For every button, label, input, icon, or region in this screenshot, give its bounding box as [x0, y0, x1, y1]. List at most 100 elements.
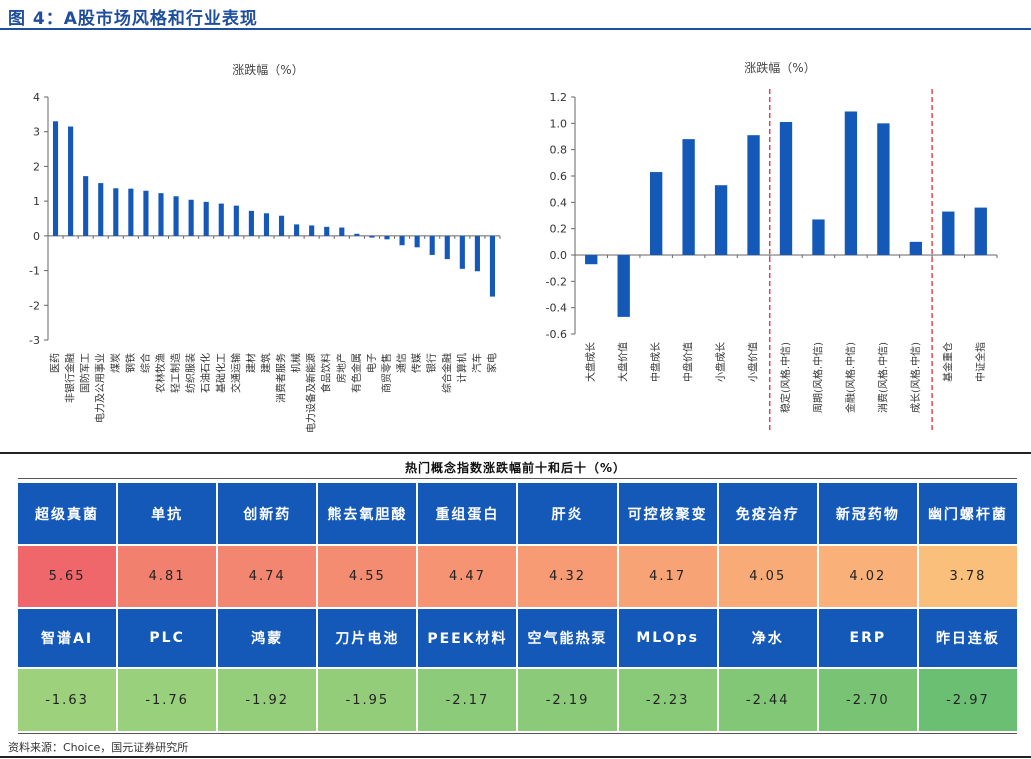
category-label: 基金重仓	[941, 342, 954, 382]
title-rule	[0, 28, 1031, 30]
bar	[98, 183, 104, 236]
category-label: 机械	[290, 353, 303, 373]
category-label: 汽车	[470, 353, 483, 373]
category-label: 传媒	[411, 353, 423, 373]
category-label: 商贸零售	[380, 353, 393, 393]
concept-value-cell: 4.02	[818, 546, 917, 607]
concept-name-cell: 免疫治疗	[718, 483, 817, 544]
category-label: 电力设备及新能源	[305, 353, 318, 433]
bar	[278, 215, 285, 236]
concept-table: 超级真菌 单抗 创新药 熊去氧胆酸 重组蛋白 肝炎 可控核聚变 免疫治疗 新冠药物 幽门螺杆菌 5.…	[18, 483, 1017, 731]
bar	[128, 188, 134, 236]
bar	[384, 235, 390, 240]
category-label: 基础化工	[214, 353, 227, 393]
category-label: 稳定(风格.中信)	[779, 342, 792, 413]
bar	[324, 226, 330, 236]
category-label: 煤炭	[109, 353, 122, 373]
concept-value-cell: 4.47	[418, 546, 517, 607]
bar	[414, 235, 420, 248]
concept-value-cell: 4.81	[118, 546, 217, 607]
category-label: 小盘价值	[747, 342, 760, 382]
table-top-rule	[18, 478, 1017, 479]
bar	[399, 235, 405, 246]
bar	[354, 233, 360, 236]
bar	[188, 199, 194, 236]
bar	[585, 255, 598, 265]
category-label: 交通运输	[229, 353, 242, 393]
category-label: 中盘价值	[682, 342, 695, 382]
section-divider	[0, 452, 1031, 454]
bar	[68, 126, 74, 236]
industry-bar-chart: 涨跌幅（%）-3-2-101234医药 非银行金融 国防军工 电力及公用事业 煤炭 钢铁综…	[29, 62, 501, 433]
chart-title: 涨跌幅（%）	[232, 62, 303, 77]
concept-name-cell: 超级真菌	[18, 483, 117, 544]
figure-title: 图 4：A股市场风格和行业表现	[8, 9, 258, 29]
concept-value-cell: -2.70	[818, 669, 917, 731]
concept-name-cell: 单抗	[118, 483, 217, 544]
concept-name-cell: PEEK材料	[418, 609, 517, 667]
category-label: 轻工制造	[169, 353, 182, 393]
concept-name-cell: 刀片电池	[318, 609, 417, 667]
bar	[339, 227, 345, 236]
concept-value-cell: -2.44	[718, 669, 817, 731]
y-tick-label: 0	[33, 230, 40, 243]
category-label: 钢铁	[124, 353, 137, 373]
concept-value-cell: 4.17	[618, 546, 717, 607]
table-bottom-rule	[18, 733, 1017, 734]
concept-value-cell: -2.19	[518, 669, 617, 731]
category-label: 消费者服务	[275, 353, 288, 403]
y-tick-label: 4	[33, 91, 40, 104]
y-tick-label: -0.4	[546, 302, 567, 315]
bottom-rule	[0, 756, 1031, 758]
concept-name-cell: 熊去氧胆酸	[318, 483, 417, 544]
bar	[233, 205, 239, 236]
bar	[779, 122, 793, 256]
category-label: 建材	[244, 353, 257, 373]
concept-value-cell: 4.32	[518, 546, 617, 607]
category-label: 大盘价值	[617, 342, 630, 382]
category-label: 综合	[139, 353, 152, 373]
bar	[52, 121, 59, 236]
y-tick-label: 0.8	[550, 144, 568, 157]
bar	[649, 172, 663, 255]
concept-value-cell: -1.63	[18, 669, 117, 731]
category-label: 有色金属	[350, 353, 363, 393]
bar	[83, 176, 89, 236]
y-tick-label: 3	[33, 126, 40, 139]
category-label: 房地产	[335, 353, 348, 383]
y-tick-label: 0.6	[550, 170, 568, 183]
bar	[909, 241, 923, 255]
category-label: 金融(风格.中信)	[844, 342, 857, 413]
bar	[218, 203, 224, 236]
y-tick-label: -0.2	[546, 275, 567, 288]
y-tick-label: -0.6	[546, 328, 567, 341]
concept-value-cell: -2.97	[918, 669, 1017, 731]
bar	[682, 139, 695, 255]
category-label: 大盘成长	[584, 342, 597, 382]
y-tick-label: -2	[29, 299, 40, 312]
bar	[263, 213, 270, 236]
bar	[444, 235, 450, 260]
category-label: 周期(风格.中信)	[811, 342, 824, 413]
category-label: 银行	[425, 353, 438, 373]
bar	[203, 201, 209, 236]
chart-title: 涨跌幅（%）	[744, 60, 815, 75]
category-label: 农林牧渔	[154, 353, 167, 393]
category-label: 医药	[50, 353, 62, 373]
category-label: 国防军工	[79, 353, 92, 393]
concept-name-cell: 空气能热泵	[518, 609, 617, 667]
bar	[429, 235, 435, 255]
bar	[158, 193, 164, 236]
bar	[474, 235, 480, 272]
category-label: 消费(风格.中信)	[876, 342, 889, 413]
style-bar-chart: 涨跌幅（%） -0.6 -0.4 -0.2 0.0 0.2 0.4 0.6 0.8 1.0 1.2 大…	[546, 60, 998, 432]
concept-name-cell: 幽门螺杆菌	[918, 483, 1017, 544]
concept-name-cell: 创新药	[218, 483, 317, 544]
bar	[294, 224, 300, 236]
concept-value-cell: 4.05	[718, 546, 817, 607]
concept-name-cell: 重组蛋白	[418, 483, 517, 544]
bar	[173, 196, 179, 236]
category-label: 中盘成长	[649, 342, 662, 382]
bar	[974, 207, 987, 255]
category-label: 电力及公用事业	[94, 353, 107, 423]
